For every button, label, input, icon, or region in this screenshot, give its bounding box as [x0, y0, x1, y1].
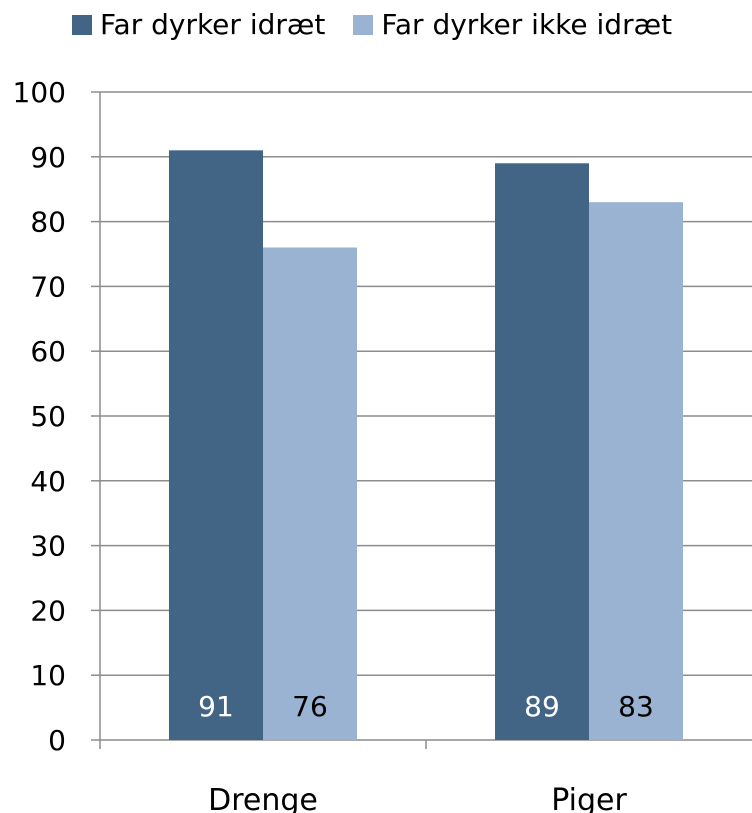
y-tick-label: 60: [30, 335, 66, 368]
y-tick-label: 90: [30, 141, 66, 174]
data-label: 76: [292, 690, 328, 723]
data-label: 83: [618, 690, 654, 723]
y-tick-label: 50: [30, 400, 66, 433]
legend-swatch-series-1: [72, 14, 92, 35]
y-tick-label: 30: [30, 530, 66, 563]
y-tick-label: 40: [30, 465, 66, 498]
bar-2-piger: [589, 202, 683, 740]
y-tick-label: 100: [13, 76, 66, 109]
y-tick-label: 70: [30, 270, 66, 303]
bar-1-piger: [495, 163, 589, 740]
y-tick-label: 10: [30, 659, 66, 692]
x-category-label: Piger: [551, 783, 627, 813]
y-tick-label: 0: [48, 724, 66, 757]
y-tick-label: 20: [30, 594, 66, 627]
legend-item-series-1: Far dyrker idræt: [72, 8, 325, 41]
chart-legend: Far dyrker idræt Far dyrker ikke idræt: [72, 8, 672, 41]
bar-2-drenge: [263, 247, 357, 740]
x-category-label: Drenge: [208, 783, 318, 813]
bar-1-drenge: [169, 150, 263, 740]
data-label: 89: [524, 690, 560, 723]
data-label: 91: [198, 690, 234, 723]
legend-item-series-2: Far dyrker ikke idræt: [353, 8, 672, 41]
legend-swatch-series-2: [353, 14, 374, 35]
legend-label-series-2: Far dyrker ikke idræt: [381, 8, 673, 41]
y-tick-label: 80: [30, 206, 66, 239]
legend-label-series-1: Far dyrker idræt: [100, 8, 326, 41]
